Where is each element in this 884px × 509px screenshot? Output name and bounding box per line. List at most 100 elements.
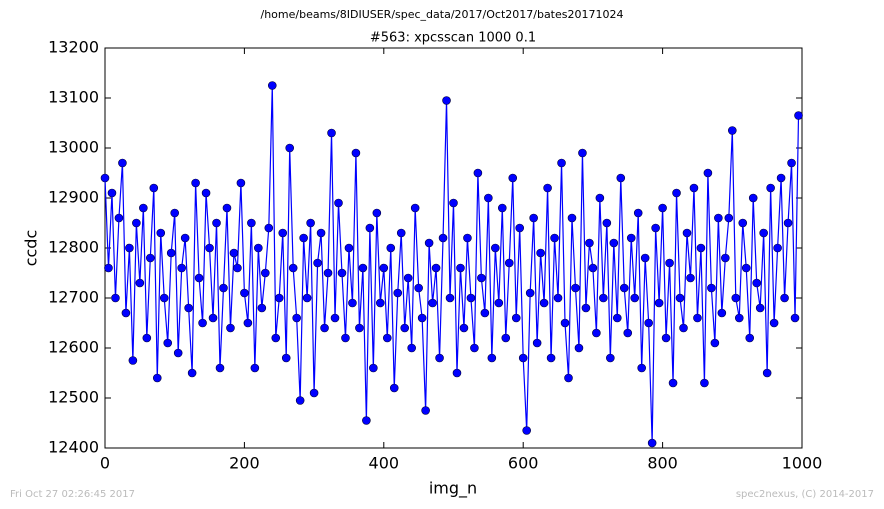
data-point [236, 178, 246, 188]
data-point [267, 81, 277, 90]
data-point [435, 353, 444, 363]
data-point [612, 313, 622, 323]
data-point [365, 223, 375, 233]
data-point [567, 213, 577, 223]
data-point [588, 263, 598, 273]
data-point [396, 228, 406, 238]
data-point [717, 308, 727, 318]
data-point [609, 238, 619, 248]
data-point [790, 313, 800, 323]
data-point [187, 368, 197, 378]
data-point [529, 213, 538, 223]
data-point [721, 253, 730, 263]
data-point [522, 426, 531, 435]
data-point [170, 208, 179, 218]
data-point [100, 173, 110, 183]
y-tick-label: 12800 [48, 238, 99, 257]
data-point [163, 338, 173, 348]
data-point [299, 233, 308, 243]
data-point [477, 273, 486, 283]
data-point [658, 203, 667, 213]
data-point [626, 233, 636, 243]
data-point [581, 303, 591, 313]
data-point [219, 283, 228, 293]
data-point [595, 193, 605, 203]
data-point [285, 143, 295, 153]
data-point [456, 263, 465, 273]
data-point [525, 288, 535, 298]
data-point [543, 183, 552, 193]
data-point [550, 233, 559, 243]
data-point [421, 406, 430, 415]
data-point [156, 228, 166, 238]
data-point [679, 323, 688, 333]
data-point [407, 343, 416, 353]
data-point [762, 368, 772, 378]
data-point [382, 333, 392, 343]
y-axis-label: ccdc [22, 230, 41, 267]
data-point [727, 126, 737, 135]
data-point [661, 333, 671, 343]
data-point [309, 388, 319, 398]
data-point [264, 223, 274, 233]
data-point [341, 333, 350, 343]
data-point [487, 353, 497, 363]
data-point [288, 263, 298, 273]
data-point [229, 248, 239, 258]
data-point [470, 343, 479, 353]
data-point [386, 243, 396, 253]
data-point [316, 228, 326, 238]
data-point [271, 333, 281, 343]
data-point [731, 293, 741, 303]
x-tick-label: 800 [647, 454, 678, 473]
x-tick-label: 600 [508, 454, 539, 473]
data-point [766, 183, 775, 193]
data-point [351, 148, 361, 158]
data-point [585, 238, 594, 248]
data-point [473, 168, 483, 178]
data-point [592, 328, 601, 338]
data-point [755, 303, 765, 313]
data-point [494, 298, 504, 308]
data-point [194, 273, 204, 283]
data-point [623, 328, 633, 338]
data-point [619, 283, 629, 293]
data-point [111, 293, 120, 303]
data-point [118, 158, 127, 168]
data-point [240, 288, 249, 298]
data-point [776, 173, 786, 183]
data-point [654, 298, 664, 308]
data-point [389, 383, 399, 393]
chart-title: #563: xpcsscan 1000 0.1 [370, 31, 536, 46]
data-point [330, 313, 340, 323]
data-point [410, 203, 420, 213]
data-point [250, 363, 260, 373]
y-tick-label: 13100 [48, 88, 99, 107]
footer-right: spec2nexus, (C) 2014-2017 [736, 489, 874, 500]
data-point [536, 248, 545, 258]
data-point [651, 223, 660, 233]
data-point [504, 258, 514, 268]
data-point [139, 203, 148, 213]
data-point [466, 293, 476, 303]
data-point [452, 368, 462, 378]
data-point [212, 218, 221, 228]
data-point [166, 248, 176, 258]
data-point [752, 278, 761, 288]
data-point [480, 308, 490, 318]
data-point [107, 188, 117, 198]
data-point [689, 183, 699, 193]
data-point [637, 363, 646, 373]
data-line [104, 85, 800, 444]
data-point [292, 313, 301, 323]
data-point [633, 208, 643, 218]
data-point [313, 258, 322, 268]
x-axis-label: img_n [429, 479, 477, 499]
y-tick-label: 12700 [48, 288, 99, 307]
data-point [773, 243, 782, 253]
data-point [278, 228, 288, 238]
data-point [306, 218, 315, 228]
data-point [668, 378, 678, 388]
data-point [546, 353, 556, 363]
